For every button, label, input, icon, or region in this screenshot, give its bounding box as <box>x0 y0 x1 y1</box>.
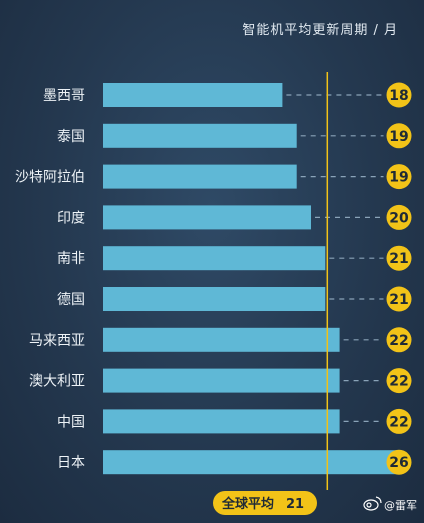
value-label: 20 <box>389 210 409 226</box>
value-badge <box>386 368 412 394</box>
value-badge <box>386 408 412 434</box>
value-label: 21 <box>389 292 408 308</box>
watermark: @雷军 <box>363 496 417 512</box>
bar <box>103 450 397 475</box>
value-badge <box>386 204 412 230</box>
bar-row: 泰国 19 <box>57 123 412 149</box>
bar <box>103 83 283 107</box>
chart-title: 智能机平均更新周期 / 月 <box>242 22 398 38</box>
category-label: 沙特阿拉伯 <box>15 170 85 186</box>
average-value: 21 <box>286 497 304 512</box>
bar-row: 日本 26 <box>57 449 412 475</box>
category-label: 泰国 <box>57 129 85 145</box>
category-label: 德国 <box>57 292 85 308</box>
average-reference: 全球平均 21 <box>213 72 329 515</box>
bar-row: 南非 21 <box>57 245 412 271</box>
watermark-text: @雷军 <box>384 499 417 512</box>
value-label: 26 <box>389 455 408 471</box>
category-label: 日本 <box>57 455 85 471</box>
weibo-icon <box>363 496 382 511</box>
bar <box>103 409 340 434</box>
category-label: 印度 <box>57 210 85 226</box>
bar-row: 印度 20 <box>57 204 412 230</box>
value-label: 22 <box>389 374 408 390</box>
value-label: 19 <box>389 170 408 186</box>
bar <box>103 205 311 230</box>
value-label: 21 <box>389 251 408 267</box>
bar <box>103 246 326 271</box>
value-badge <box>386 286 412 312</box>
category-label: 墨西哥 <box>43 88 85 104</box>
bar-row: 沙特阿拉伯 19 <box>15 164 412 190</box>
bar <box>103 123 297 148</box>
bar <box>103 164 297 189</box>
value-badge <box>386 449 412 475</box>
average-badge <box>213 491 317 515</box>
category-label: 中国 <box>57 414 85 430</box>
bar-row: 中国 22 <box>57 408 412 434</box>
value-label: 19 <box>389 129 408 145</box>
average-label: 全球平均 <box>221 496 274 512</box>
bar <box>103 327 340 352</box>
bar-row: 墨西哥 18 <box>43 82 412 108</box>
bar-row: 澳大利亚 22 <box>29 368 412 394</box>
bar <box>103 368 340 393</box>
category-label: 南非 <box>57 251 85 267</box>
value-badge <box>386 245 412 271</box>
value-badge <box>386 123 412 149</box>
bar-row: 马来西亚 22 <box>29 327 412 353</box>
bar-row: 德国 21 <box>57 286 412 312</box>
value-badge <box>386 82 412 108</box>
value-label: 18 <box>389 88 408 104</box>
category-label: 澳大利亚 <box>29 374 85 390</box>
value-label: 22 <box>389 414 408 430</box>
bar-rows: 墨西哥 18 泰国 19 沙特阿拉伯 19 印度 20 南非 21 德国 21 马来西亚 22 澳大利亚 22… <box>15 82 412 475</box>
value-badge <box>386 327 412 353</box>
bar <box>103 287 326 311</box>
value-badge <box>386 164 412 190</box>
category-label: 马来西亚 <box>29 333 85 349</box>
value-label: 22 <box>389 333 408 349</box>
